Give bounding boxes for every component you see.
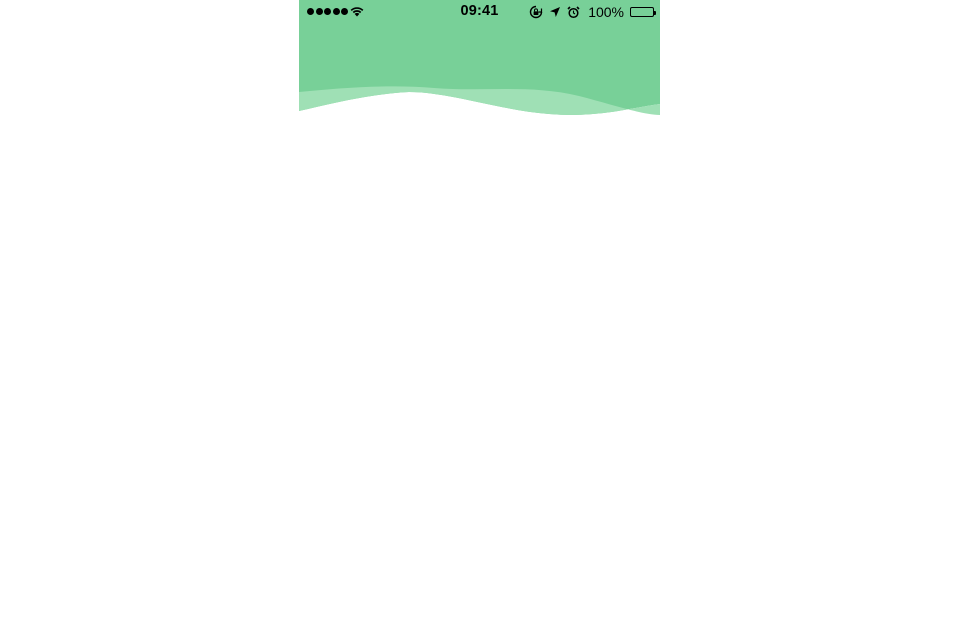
status-bar: 09:41 (299, 0, 660, 23)
wave-background (299, 0, 660, 115)
header-wave-banner: 09:41 (299, 0, 660, 120)
header-light-wave (299, 86, 660, 115)
alarm-clock-icon (567, 5, 580, 19)
battery-icon (630, 7, 656, 17)
header-green-fill (299, 0, 660, 115)
phone-screen: 09:41 (299, 0, 660, 640)
status-right-icons: 100% (529, 3, 656, 21)
wifi-icon (349, 5, 365, 17)
cellular-signal-icon (307, 8, 348, 15)
status-time: 09:41 (460, 3, 499, 19)
location-arrow-icon (549, 6, 561, 18)
battery-percent: 100% (588, 4, 624, 20)
orientation-lock-icon (529, 5, 543, 19)
